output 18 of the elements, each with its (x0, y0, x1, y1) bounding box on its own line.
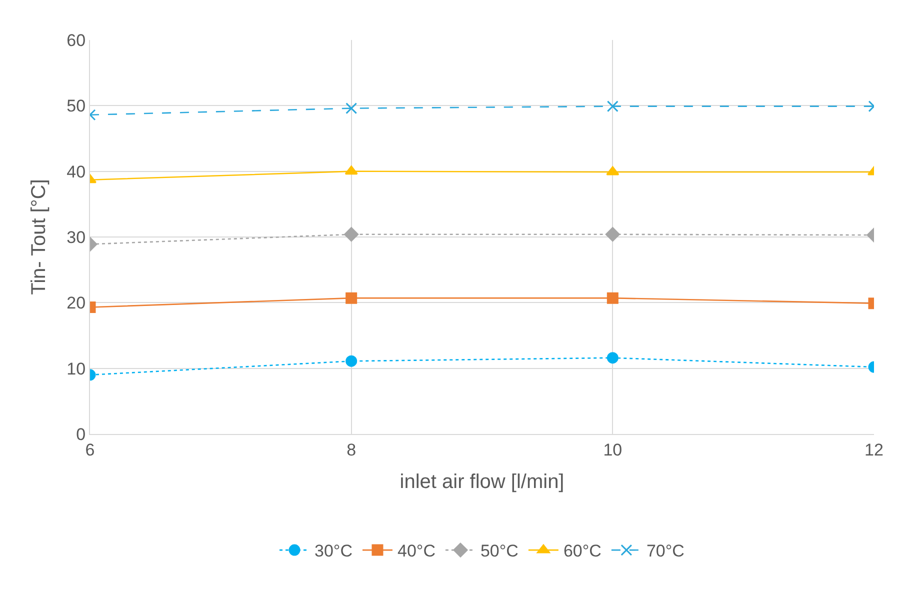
y-tick-label: 20 (66, 294, 86, 313)
legend-label: 30°C (314, 542, 352, 561)
y-tick-label: 30 (66, 228, 86, 247)
x-tick-label: 12 (864, 440, 884, 460)
y-tick-label: 40 (66, 162, 86, 182)
y-tick-label: 0 (76, 424, 86, 444)
y-tick-label: 60 (66, 30, 86, 50)
x-tick-label: 8 (346, 440, 356, 460)
y-tick-label: 50 (66, 96, 86, 116)
legend-label: 70°C (646, 542, 684, 561)
legend-label: 40°C (397, 542, 436, 561)
y-tick-label: 10 (66, 359, 86, 378)
y-axis-title: Tin- Tout [°C] (28, 179, 50, 295)
x-tick-label: 10 (603, 440, 622, 460)
x-axis-title: inlet air flow [l/min] (400, 470, 564, 493)
x-tick-label: 6 (85, 440, 95, 460)
legend-label: 50°C (480, 542, 518, 561)
legend-label: 60°C (563, 542, 602, 561)
